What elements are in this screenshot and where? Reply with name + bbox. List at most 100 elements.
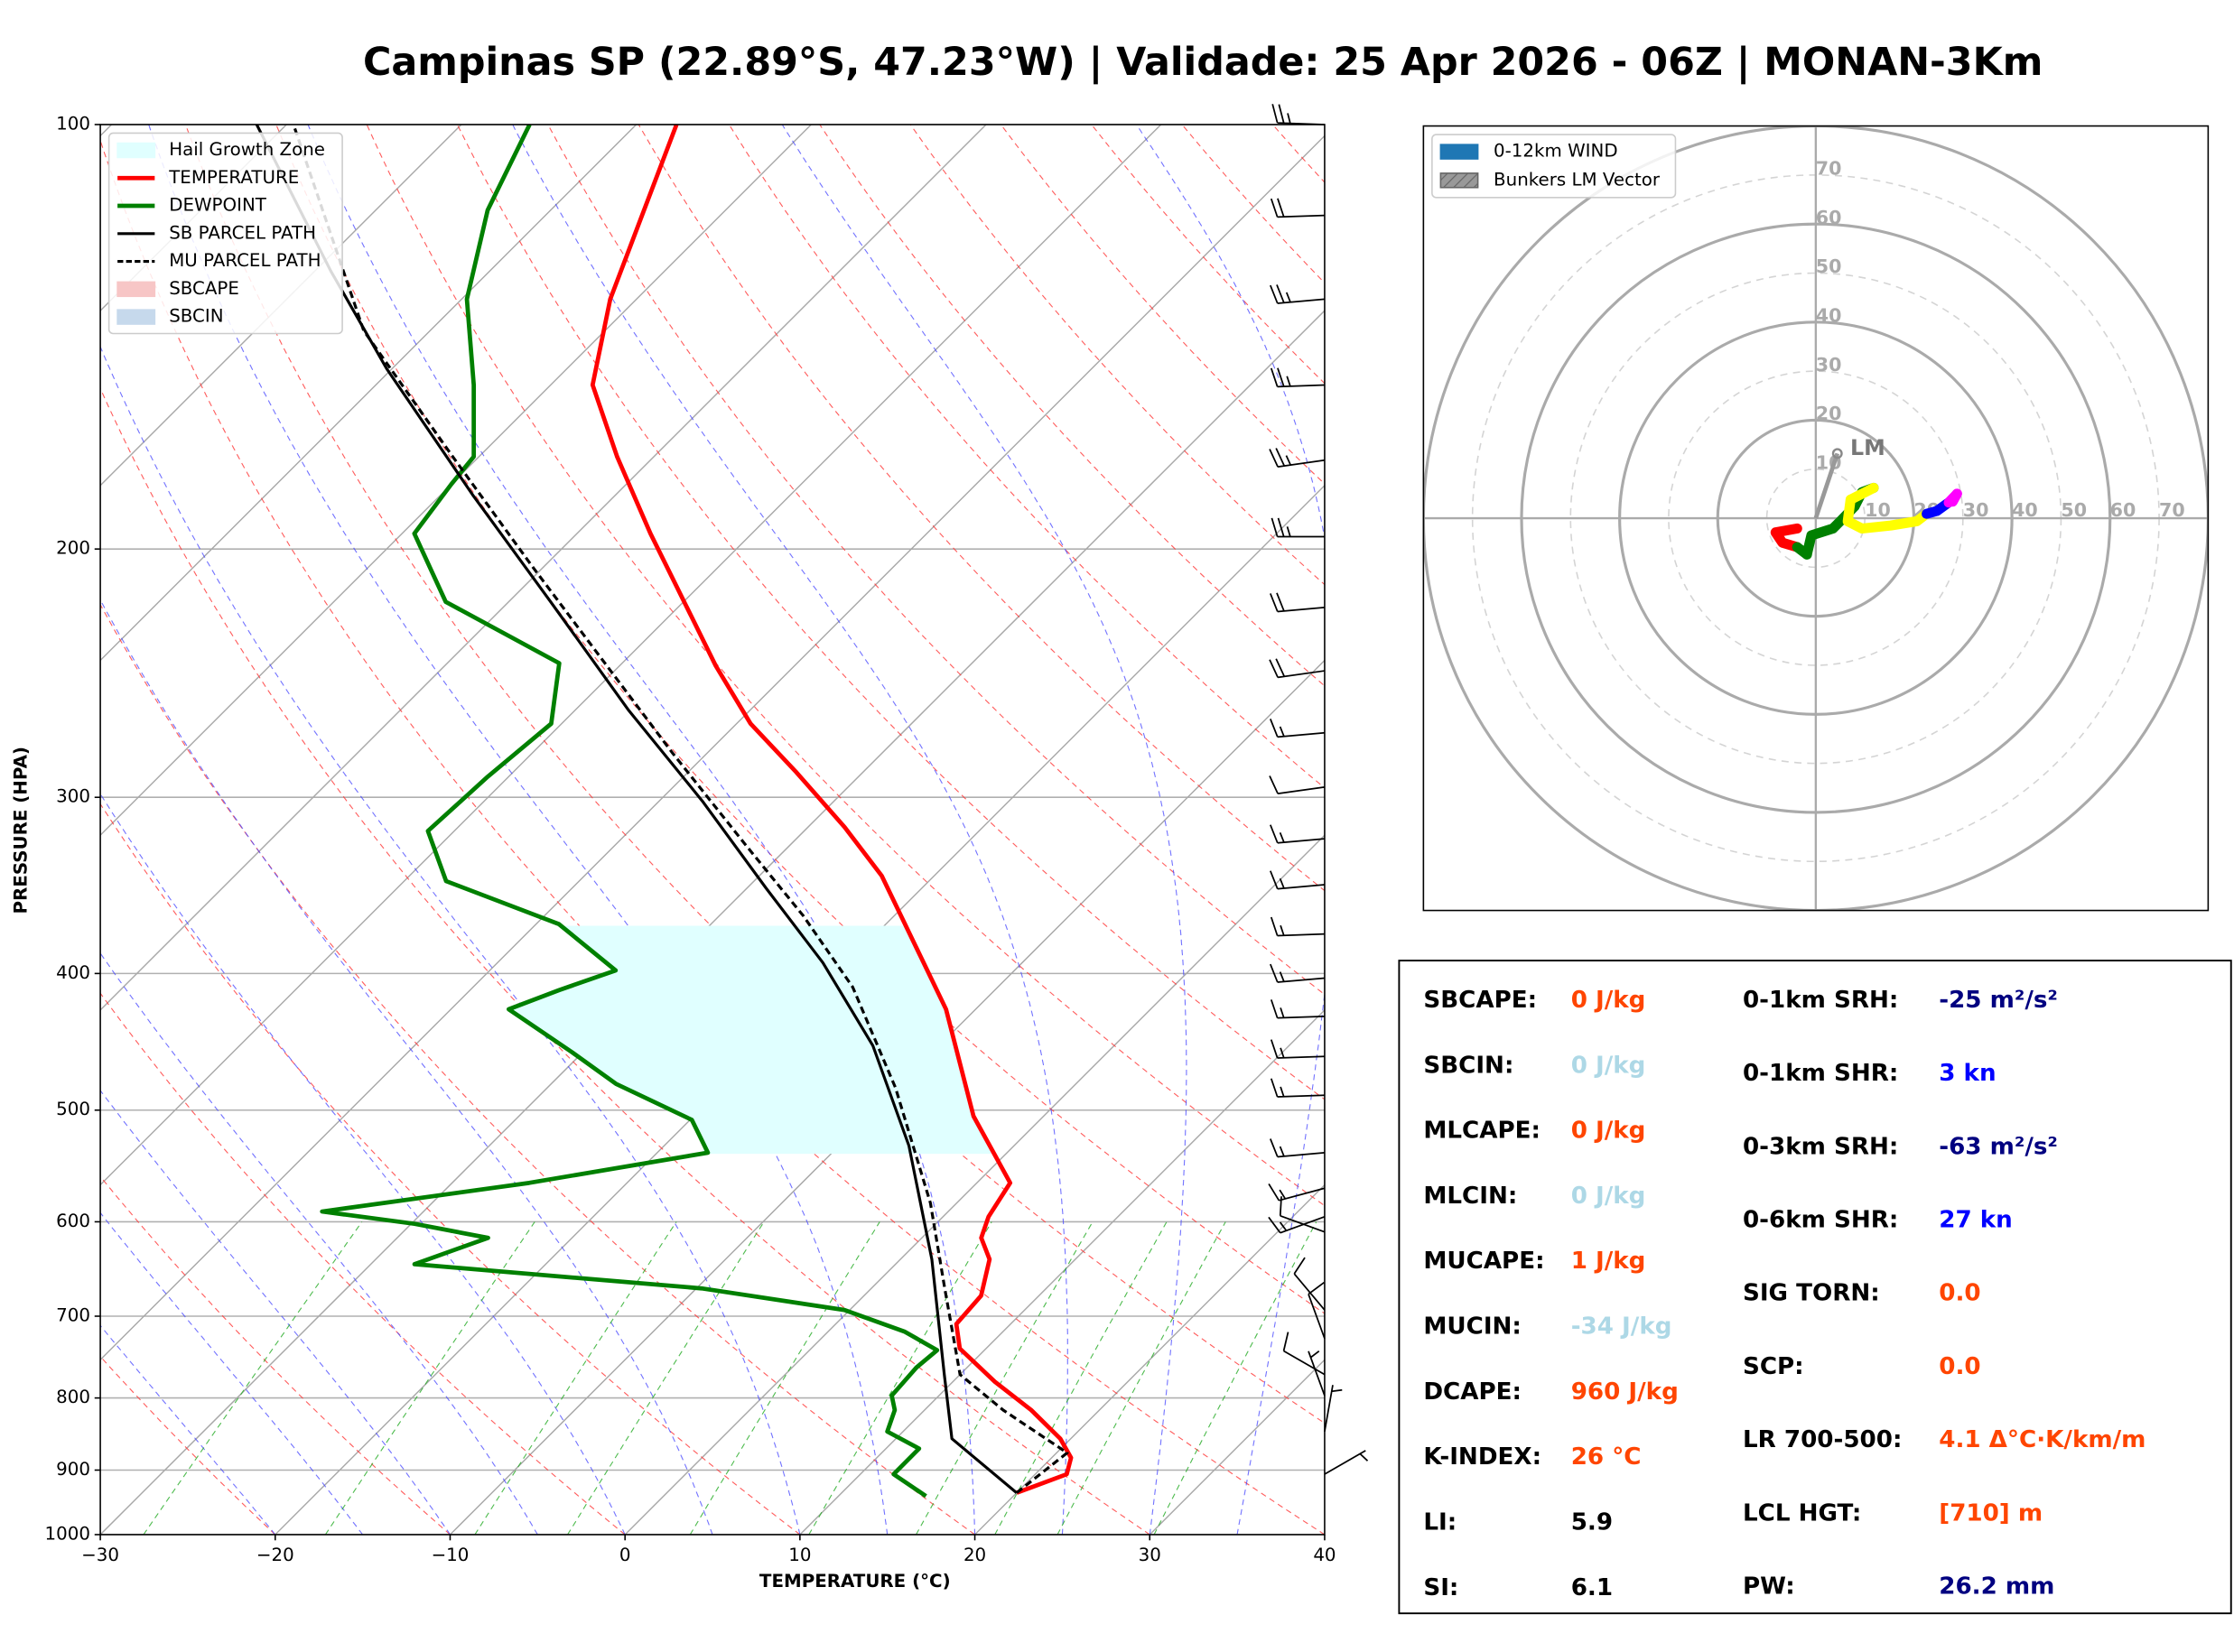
legend-label: SBCIN: [169, 306, 223, 327]
moist-adiabat: [148, 124, 889, 1535]
index-label: SI:: [1423, 1574, 1458, 1601]
wind-barb: [1270, 963, 1326, 983]
y-axis-label: PRESSURE (HPA): [10, 747, 31, 914]
wind-barb: [1269, 658, 1326, 679]
barb-line: [1269, 448, 1326, 468]
barb-line: [1324, 1385, 1343, 1432]
dry-adiabat: [100, 387, 1150, 1535]
indices-box: [1398, 960, 2232, 1615]
ring-label: 20: [1816, 403, 1842, 424]
barb-line: [1282, 1332, 1326, 1376]
grid-line: [799, 1008, 1325, 1535]
isotherm: [100, 124, 812, 837]
wind-barb: [1270, 284, 1326, 304]
isotherm: [100, 124, 1162, 1186]
barb-line: [1293, 1257, 1326, 1311]
wind-barb: [1268, 1183, 1326, 1202]
wind-barb: [1308, 1350, 1326, 1397]
wind-barb: [1270, 198, 1325, 218]
barb-line: [1270, 1078, 1325, 1098]
mixing-ratio: [324, 1221, 535, 1535]
index-value: 960 J/kg: [1571, 1378, 1679, 1406]
barb-line: [1270, 916, 1325, 937]
barb-line: [1268, 1215, 1326, 1234]
legend: Hail Growth Zone TEMPERATURE DEWPOINT SB PA…: [107, 132, 343, 335]
mixing-ratio: [1153, 1221, 1317, 1535]
moist-adiabat: [100, 793, 626, 1535]
wind-barb: [1270, 1078, 1325, 1098]
skewt-data: [255, 124, 1074, 1499]
legend-label: Bunkers LM Vector: [1494, 169, 1661, 190]
y-tick-label: 700: [56, 1305, 90, 1326]
mixing-ratio: [567, 1221, 765, 1535]
dry-adiabat: [456, 124, 1325, 1100]
x-tick-label: 0: [619, 1545, 631, 1565]
index-value: 6.1: [1571, 1574, 1613, 1601]
index-label: MUCIN:: [1423, 1313, 1522, 1341]
y-tick-label: 300: [56, 786, 90, 807]
index-value: [710] m: [1939, 1499, 2043, 1527]
index-label: LCL HGT:: [1743, 1499, 1861, 1527]
index-value: 4.1 Δ°C·K/km/m: [1939, 1426, 2146, 1453]
index-value: 26 °C: [1571, 1443, 1642, 1471]
x-tick-label: 10: [788, 1545, 811, 1565]
isotherm: [100, 124, 638, 662]
index-label: SCP:: [1743, 1353, 1804, 1380]
wind-barb: [1270, 1138, 1326, 1158]
wind-barb: [1270, 719, 1326, 738]
index-value: 0.0: [1939, 1280, 1980, 1307]
ring-label: 50: [1816, 255, 1842, 277]
moist-adiabat: [781, 124, 1187, 1535]
bunkers-lm-point: [1831, 448, 1843, 459]
legend-label: DEWPOINT: [169, 195, 267, 216]
index-label: DCAPE:: [1423, 1378, 1522, 1406]
legend-box: [107, 132, 343, 335]
barb-line: [1270, 367, 1325, 388]
wind-barb: [1270, 824, 1326, 844]
barb-line: [1271, 104, 1325, 125]
bunkers-lm-label: LM: [1850, 435, 1885, 460]
barb-line: [1270, 999, 1325, 1019]
barb-line: [1270, 592, 1326, 613]
index-value: 5.9: [1571, 1508, 1613, 1536]
y-tick-label: 400: [56, 962, 90, 983]
index-value: 3 kn: [1939, 1060, 1996, 1087]
hodograph-trace: [1842, 494, 1932, 534]
moist-adiabat: [100, 1211, 364, 1535]
dry-adiabat: [1000, 124, 1325, 485]
y-tick-label: 500: [56, 1099, 90, 1119]
x-tick-label: −30: [81, 1545, 119, 1565]
legend-label: 0-12km WIND: [1494, 141, 1618, 162]
index-label: 0-3km SRH:: [1743, 1133, 1898, 1160]
legend-label: SB PARCEL PATH: [169, 222, 316, 243]
ring-label: 40: [2012, 499, 2038, 521]
dry-adiabat: [100, 803, 801, 1535]
ring-label: 60: [1816, 207, 1842, 228]
hodograph-plot: 1010202030304040505060607070LM: [1423, 125, 2209, 911]
moist-adiabat: [100, 345, 801, 1535]
moist-adiabat: [512, 124, 1068, 1535]
chart-title: Campinas SP (22.89°S, 47.23°W) | Validad…: [363, 40, 2043, 85]
index-label: K-INDEX:: [1423, 1443, 1541, 1471]
ring-label: 50: [2061, 499, 2087, 521]
plot-frame: [99, 124, 1326, 1536]
wind-barb: [1270, 1039, 1325, 1059]
profile-line: [590, 124, 1074, 1495]
isotherm: [100, 135, 1325, 1361]
legend-label: Hail Growth Zone: [169, 139, 325, 160]
grid-line: [449, 659, 1325, 1535]
legend-swatch: [116, 142, 156, 159]
wind-barb: [1270, 870, 1326, 890]
moist-adiabat: [307, 124, 976, 1535]
hail-growth-zone: [508, 925, 995, 1155]
barb-line: [1270, 963, 1326, 983]
wind-barb: [1268, 1215, 1326, 1234]
index-value: -34 J/kg: [1571, 1313, 1672, 1341]
barb-line: [1270, 719, 1326, 738]
barb-line: [1270, 824, 1326, 844]
index-label: MLCAPE:: [1423, 1118, 1541, 1145]
profile-line: [320, 124, 940, 1499]
legend-label: MU PARCEL PATH: [169, 250, 321, 271]
y-tick-label: 800: [56, 1387, 90, 1407]
